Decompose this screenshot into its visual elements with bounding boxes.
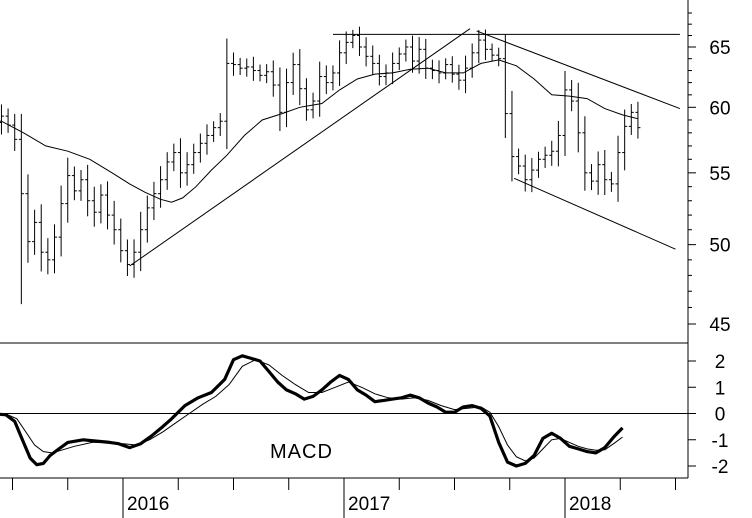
trendline-support-uptrend	[129, 28, 471, 267]
trendlines	[129, 28, 681, 267]
price-y-tick-label: 50	[709, 236, 730, 257]
price-moving-average	[0, 59, 639, 203]
macd-annotation: MACD	[270, 441, 333, 463]
macd-y-tick-label: 1	[715, 378, 726, 399]
price-y-tick-label: 45	[709, 315, 730, 336]
macd-y-ticks: 2 1 0 -1 -2	[0, 352, 728, 478]
price-y-tick-label: 55	[709, 164, 730, 185]
macd-y-tick-label: -1	[712, 431, 729, 452]
macd-lines	[0, 354, 624, 468]
price-ohlc-bars	[0, 26, 641, 305]
macd-line	[0, 354, 624, 468]
x-tick-label: 2016	[127, 494, 169, 515]
x-tick-label: 2018	[569, 494, 611, 515]
macd-y-tick-label: -2	[712, 457, 729, 478]
macd-signal-line	[0, 359, 623, 462]
price-y-ticks: 45 50 55 60 65	[688, 12, 731, 336]
x-tick-label: 2017	[348, 494, 390, 515]
price-y-tick-label: 65	[709, 38, 730, 59]
trendline-channel-upper	[476, 30, 681, 110]
trendline-channel-lower	[513, 177, 676, 250]
macd-y-tick-label: 0	[715, 405, 726, 426]
price-y-tick-label: 60	[709, 98, 730, 119]
moving-average-line	[0, 59, 639, 203]
time-x-ticks: 2016 2017 2018	[12, 478, 676, 518]
macd-y-tick-label: 2	[715, 352, 726, 373]
